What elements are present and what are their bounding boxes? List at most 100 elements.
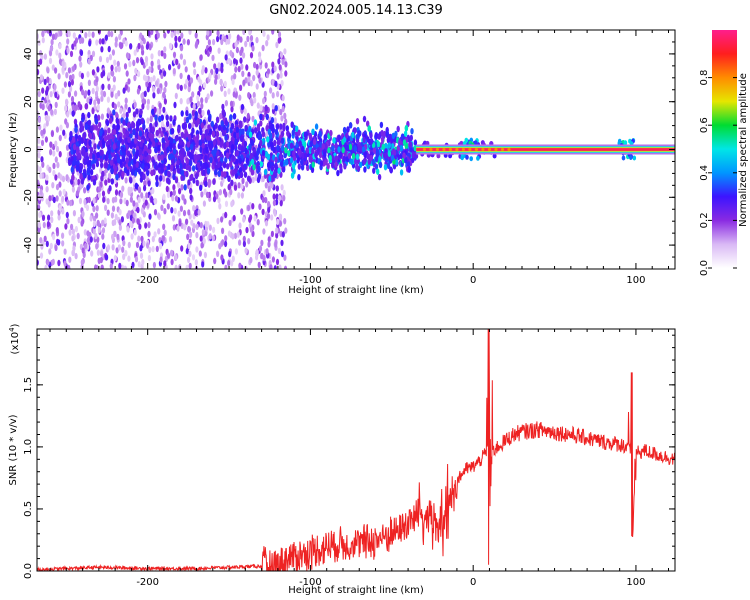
heatmap-cell-819 <box>71 228 75 235</box>
heatmap-cell-171 <box>107 30 111 37</box>
heatmap-cell-3398 <box>270 165 275 172</box>
heatmap-cell-3920 <box>79 173 83 180</box>
heatmap-cell-1203 <box>228 219 232 227</box>
heatmap-cell-3525 <box>289 157 294 164</box>
heatmap-cell-3826 <box>134 182 139 190</box>
heatmap-cell-319 <box>162 193 166 201</box>
heatmap-cell-1332 <box>276 73 280 80</box>
heatmap-cell-1468 <box>175 58 179 66</box>
heatmap-cell-1278 <box>220 216 224 223</box>
heatmap-cell-3669 <box>126 150 131 157</box>
heatmap-cell-1368 <box>46 220 51 228</box>
heatmap-cell-628 <box>275 232 279 239</box>
heatmap-cell-3576 <box>188 165 192 172</box>
heatmap-cell-1682 <box>179 53 183 60</box>
heatmap-cell-670 <box>229 100 234 108</box>
heatmap-cell-543 <box>186 233 190 240</box>
heatmap-cell-1333 <box>108 185 112 192</box>
heatmap-cell-3762 <box>79 166 83 173</box>
heatmap-cell-14 <box>113 59 117 66</box>
snr-frame <box>36 328 676 572</box>
heatmap-cell-470 <box>62 188 66 196</box>
heatmap-cell-800 <box>246 112 250 120</box>
spectrogram-x-axis-label: Height of straight line (km) <box>288 285 424 296</box>
heatmap-cell-1143 <box>261 208 265 216</box>
heatmap-cell-3955 <box>132 128 136 136</box>
heatmap-cell-3815 <box>238 157 242 164</box>
heatmap-cell-1118 <box>195 40 199 48</box>
heatmap-cell-4118 <box>474 148 478 151</box>
heatmap-cell-1198 <box>97 191 101 199</box>
heatmap-cell-3678 <box>371 142 376 149</box>
heatmap-cell-249 <box>106 96 110 103</box>
heatmap-cell-374 <box>163 98 167 105</box>
heatmap-cell-1605 <box>224 191 228 198</box>
spectrogram-x-tick-label-0: -200 <box>136 275 159 286</box>
heatmap-cell-1285 <box>160 204 164 211</box>
heatmap-cell-516 <box>123 63 128 70</box>
heatmap-cell-454 <box>199 54 203 61</box>
heatmap-cell-58 <box>212 226 216 234</box>
heatmap-cell-1044 <box>188 250 192 257</box>
snr-x-tick-label-1: -100 <box>299 577 322 588</box>
heatmap-cell-3688 <box>221 109 226 116</box>
heatmap-cell-746 <box>247 92 251 99</box>
heatmap-cell-1079 <box>281 94 285 102</box>
heatmap-cell-984 <box>84 90 88 97</box>
heatmap-cell-1695 <box>213 63 217 70</box>
heatmap-cell-473 <box>275 193 279 200</box>
heatmap-cell-3921 <box>353 145 358 153</box>
heatmap-cell-1734 <box>176 225 180 232</box>
heatmap-cell-3638 <box>402 139 407 146</box>
heatmap-cell-1262 <box>135 57 140 64</box>
heatmap-cell-3586 <box>170 153 174 160</box>
heatmap-cell-1064 <box>284 70 288 77</box>
heatmap-cell-3719 <box>86 167 91 174</box>
heatmap-cell-3970 <box>328 154 332 162</box>
heatmap-cell-1541 <box>91 69 95 76</box>
heatmap-cell-1722 <box>185 264 189 269</box>
heatmap-cell-3427 <box>70 166 75 173</box>
heatmap-cell-1648 <box>274 241 278 248</box>
heatmap-cell-1670 <box>46 76 50 83</box>
heatmap-cell-1170 <box>255 83 259 90</box>
heatmap-cell-3457 <box>268 175 272 182</box>
heatmap-cell-1491 <box>83 198 87 206</box>
heatmap-cell-1012 <box>229 188 233 196</box>
heatmap-cell-1297 <box>195 223 199 230</box>
heatmap-cell-1167 <box>204 96 208 104</box>
heatmap-cell-2665 <box>87 173 91 181</box>
heatmap-cell-3373 <box>147 180 151 187</box>
heatmap-cell-3548 <box>366 153 370 160</box>
heatmap-cell-2723 <box>155 130 159 137</box>
heatmap-cell-25 <box>192 205 196 212</box>
heatmap-cell-3375 <box>331 162 335 169</box>
heatmap-cell-3611 <box>142 173 146 180</box>
heatmap-cell-3549 <box>273 162 278 170</box>
heatmap-cell-3806 <box>279 153 283 160</box>
heatmap-cell-3280 <box>413 145 417 152</box>
heatmap-cell-718 <box>163 86 167 94</box>
colorbar-tick-label-0: 0.0 <box>699 260 710 276</box>
heatmap-cell-412 <box>231 255 235 262</box>
heatmap-cell-3738 <box>407 166 411 173</box>
snr-y-tick-label-0: 0.0 <box>23 563 34 579</box>
heatmap-cell-3378 <box>224 119 229 127</box>
heatmap-cell-3919 <box>369 138 374 145</box>
heatmap-cell-1140 <box>102 90 107 98</box>
heatmap-cell-3512 <box>179 163 183 170</box>
heatmap-cell-3689 <box>271 175 275 182</box>
heatmap-cell-517 <box>48 77 52 85</box>
heatmap-cell-3876 <box>204 180 208 187</box>
heatmap-cell-1621 <box>156 212 161 219</box>
heatmap-cell-3628 <box>304 152 308 159</box>
heatmap-cell-3801 <box>75 146 80 153</box>
heatmap-cell-1595 <box>50 109 54 116</box>
heatmap-cell-1736 <box>110 91 114 98</box>
heatmap-cell-2787 <box>151 108 155 116</box>
heatmap-cell-1267 <box>147 254 151 262</box>
heatmap-cell-838 <box>143 184 147 192</box>
heatmap-cell-1287 <box>265 40 269 47</box>
heatmap-cell-3001 <box>275 123 280 130</box>
heatmap-cell-1596 <box>101 219 105 226</box>
